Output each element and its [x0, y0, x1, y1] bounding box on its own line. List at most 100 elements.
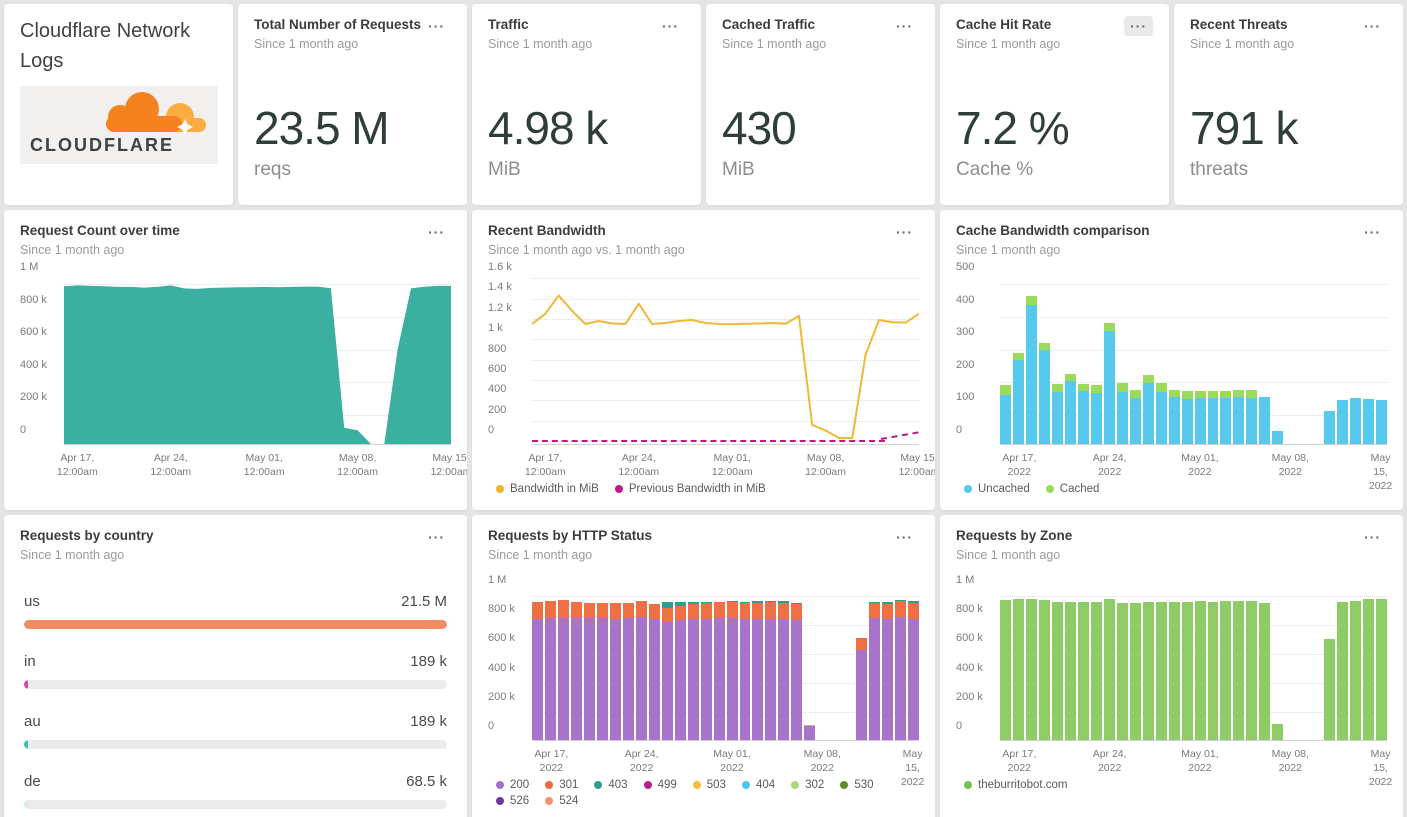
bar[interactable] — [1103, 599, 1115, 740]
bar[interactable] — [1246, 390, 1258, 444]
panel-menu-button[interactable]: ··· — [890, 222, 919, 242]
bar[interactable] — [570, 601, 582, 740]
bar[interactable] — [1181, 390, 1193, 444]
bar[interactable] — [908, 600, 920, 740]
panel-menu-button[interactable]: ··· — [1358, 527, 1387, 547]
bar[interactable] — [1025, 598, 1037, 740]
panel-menu-button[interactable]: ··· — [1358, 222, 1387, 242]
bar[interactable] — [869, 601, 881, 740]
panel-menu-button[interactable]: ··· — [422, 222, 451, 242]
legend-item[interactable]: 404 — [741, 779, 775, 791]
bar[interactable] — [1207, 601, 1219, 740]
legend-item[interactable]: 530 — [840, 779, 874, 791]
bar[interactable] — [1350, 397, 1362, 444]
bar[interactable] — [752, 601, 764, 740]
bar[interactable] — [726, 601, 738, 740]
bar[interactable] — [596, 602, 608, 740]
bar[interactable] — [557, 600, 569, 740]
bar[interactable] — [1012, 352, 1024, 444]
panel-menu-button[interactable]: ··· — [1358, 16, 1387, 36]
bar[interactable] — [648, 603, 660, 740]
bar[interactable] — [1116, 382, 1128, 444]
legend-item[interactable]: Bandwidth in MiB — [496, 483, 599, 495]
legend-item[interactable]: 526 — [496, 795, 529, 807]
legend-item[interactable]: Previous Bandwidth in MiB — [614, 483, 766, 495]
bar[interactable] — [1103, 323, 1115, 444]
bar[interactable] — [635, 600, 647, 740]
bar[interactable] — [544, 600, 556, 740]
bar[interactable] — [1337, 399, 1349, 444]
bar[interactable] — [1090, 601, 1102, 740]
bar[interactable] — [1064, 373, 1076, 444]
bar[interactable] — [583, 602, 595, 740]
bar[interactable] — [1272, 430, 1284, 444]
bar[interactable] — [1350, 600, 1362, 740]
bar[interactable] — [1324, 638, 1336, 740]
bar[interactable] — [713, 601, 725, 740]
bar[interactable] — [1142, 601, 1154, 740]
bar[interactable] — [1324, 411, 1336, 444]
bar[interactable] — [532, 602, 543, 740]
bar[interactable] — [882, 601, 894, 740]
bar[interactable] — [778, 600, 790, 740]
bar[interactable] — [1116, 602, 1128, 740]
bar[interactable] — [1142, 375, 1154, 444]
bar[interactable] — [1038, 343, 1050, 444]
bar[interactable] — [700, 601, 712, 740]
bar[interactable] — [1000, 600, 1011, 740]
bar[interactable] — [1038, 599, 1050, 740]
legend-item[interactable]: 200 — [496, 779, 529, 791]
bar[interactable] — [856, 638, 868, 740]
bar[interactable] — [1272, 724, 1284, 740]
legend-item[interactable]: 301 — [545, 779, 578, 791]
bar[interactable] — [1155, 601, 1167, 740]
bar[interactable] — [1337, 601, 1349, 740]
legend-item[interactable]: 403 — [594, 779, 628, 791]
bar[interactable] — [1064, 601, 1076, 740]
bar[interactable] — [1181, 601, 1193, 740]
bar[interactable] — [1129, 602, 1141, 740]
panel-menu-button[interactable]: ··· — [890, 16, 919, 36]
bar[interactable] — [739, 601, 751, 740]
bar[interactable] — [1051, 384, 1063, 444]
legend-item[interactable]: Cached — [1045, 483, 1099, 495]
legend-item[interactable]: 524 — [545, 795, 578, 807]
bar[interactable] — [622, 602, 634, 740]
panel-menu-button[interactable]: ··· — [890, 527, 919, 547]
bar[interactable] — [1194, 601, 1206, 740]
bar[interactable] — [1233, 600, 1245, 740]
bar[interactable] — [1363, 598, 1375, 740]
legend-item[interactable]: 503 — [692, 779, 726, 791]
bar[interactable] — [1012, 598, 1024, 740]
bar[interactable] — [1220, 601, 1232, 740]
panel-menu-button[interactable]: ··· — [656, 16, 685, 36]
legend-item[interactable]: 499 — [643, 779, 677, 791]
bar[interactable] — [661, 601, 673, 740]
panel-menu-button[interactable]: ··· — [422, 16, 451, 36]
panel-menu-button[interactable]: ··· — [422, 527, 451, 547]
bar[interactable] — [1246, 600, 1258, 740]
bar[interactable] — [1194, 390, 1206, 444]
bar[interactable] — [1090, 385, 1102, 444]
bar[interactable] — [1155, 383, 1167, 444]
bar[interactable] — [1259, 602, 1271, 740]
bar[interactable] — [791, 602, 803, 740]
legend-item[interactable]: 302 — [791, 779, 824, 791]
legend-item[interactable]: theburritobot.com — [964, 779, 1068, 791]
bar[interactable] — [687, 601, 699, 740]
bar[interactable] — [1025, 296, 1037, 444]
bar[interactable] — [1207, 390, 1219, 444]
bar[interactable] — [804, 724, 816, 740]
bar[interactable] — [609, 602, 621, 740]
bar[interactable] — [1129, 390, 1141, 444]
bar[interactable] — [1077, 601, 1089, 740]
legend-item[interactable]: Uncached — [964, 483, 1030, 495]
bar[interactable] — [1233, 389, 1245, 444]
bar[interactable] — [1168, 601, 1180, 740]
bar[interactable] — [765, 600, 777, 740]
bar[interactable] — [1376, 599, 1388, 740]
bar[interactable] — [895, 599, 907, 740]
bar[interactable] — [1376, 399, 1388, 444]
bar[interactable] — [1259, 397, 1271, 444]
bar[interactable] — [1077, 384, 1089, 444]
